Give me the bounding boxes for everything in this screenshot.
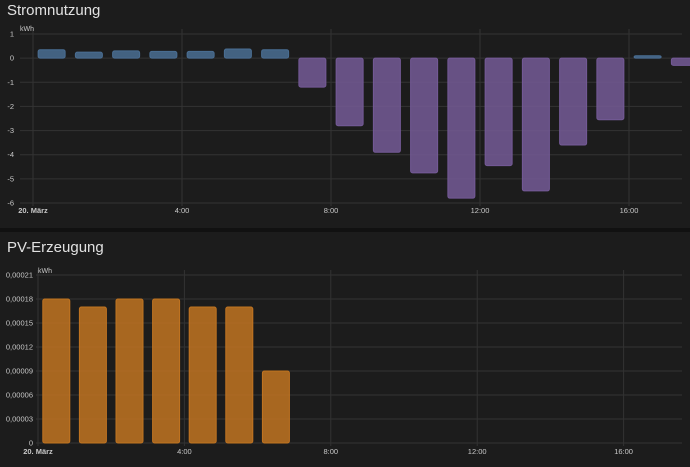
chart-bar[interactable] xyxy=(372,57,401,153)
chart-bar[interactable] xyxy=(188,306,217,444)
y-tick-label: 0 xyxy=(29,439,33,448)
chart-bar[interactable] xyxy=(74,51,103,59)
chart-bar[interactable] xyxy=(484,57,513,167)
y-axis-unit-label: kWh xyxy=(38,268,52,275)
card-separator xyxy=(0,228,690,232)
y-tick-label: -1 xyxy=(7,78,14,87)
y-tick-label: 1 xyxy=(10,30,14,39)
y-tick-label: 0,00021 xyxy=(6,271,33,280)
chart-bar[interactable] xyxy=(633,55,662,59)
x-tick-label: 20. März xyxy=(23,447,53,456)
y-tick-label: 0,00009 xyxy=(6,367,33,376)
chart-bar[interactable] xyxy=(186,50,215,59)
x-tick-label: 16:00 xyxy=(614,447,633,456)
x-tick-label: 12:00 xyxy=(471,206,490,215)
chart-bar[interactable] xyxy=(447,57,476,199)
chart-bar[interactable] xyxy=(559,57,588,146)
chart-bar[interactable] xyxy=(670,57,690,66)
x-tick-label: 8:00 xyxy=(323,447,338,456)
y-tick-label: 0,00006 xyxy=(6,391,33,400)
energy-usage-card: Stromnutzung 1 0 -1 -2 -3 -4 -5 -6 20. März 4:00 8… xyxy=(0,0,690,228)
card-title-pv-generation: PV-Erzeugung xyxy=(7,239,104,256)
y-tick-label: -5 xyxy=(7,174,14,183)
chart-bar[interactable] xyxy=(115,298,144,444)
y-tick-label: 0,00018 xyxy=(6,295,33,304)
x-tick-label: 20. März xyxy=(18,206,48,215)
chart-bar[interactable] xyxy=(152,298,181,444)
x-tick-label: 16:00 xyxy=(620,206,639,215)
y-tick-label: -6 xyxy=(7,199,14,208)
card-title-energy-usage: Stromnutzung xyxy=(7,2,101,19)
y-tick-label: -3 xyxy=(7,126,14,135)
chart-bar[interactable] xyxy=(112,50,141,59)
chart-bar[interactable] xyxy=(149,50,178,59)
chart-bar[interactable] xyxy=(261,370,290,444)
y-tick-label: 0,00015 xyxy=(6,319,33,328)
chart-bar[interactable] xyxy=(223,48,252,59)
chart-bar[interactable] xyxy=(42,298,71,444)
chart-bar[interactable] xyxy=(335,57,364,127)
y-axis-unit-label: kWh xyxy=(20,26,34,33)
y-tick-label: 0 xyxy=(10,54,14,63)
pv-generation-card: PV-Erzeugung 0,00021 0,00018 0,00015 0,0001… xyxy=(0,232,690,467)
y-tick-label: 0,00003 xyxy=(6,415,33,424)
y-tick-label: -2 xyxy=(7,102,14,111)
energy-usage-chart[interactable]: 1 0 -1 -2 -3 -4 -5 -6 20. März 4:00 8:00 12:00 16:00… xyxy=(0,0,690,228)
chart-bar[interactable] xyxy=(410,57,439,174)
chart-bar[interactable] xyxy=(261,49,290,59)
chart-bar[interactable] xyxy=(521,57,550,192)
x-tick-label: 4:00 xyxy=(175,206,190,215)
x-tick-label: 4:00 xyxy=(177,447,192,456)
chart-bar[interactable] xyxy=(225,306,254,444)
chart-bar[interactable] xyxy=(78,306,107,444)
y-tick-label: -4 xyxy=(7,150,14,159)
chart-bar[interactable] xyxy=(596,57,625,121)
y-tick-label: 0,00012 xyxy=(6,343,33,352)
chart-bar[interactable] xyxy=(298,57,327,88)
chart-bar[interactable] xyxy=(37,49,66,59)
x-tick-label: 12:00 xyxy=(468,447,487,456)
pv-generation-chart[interactable]: 0,00021 0,00018 0,00015 0,00012 0,00009 0,000… xyxy=(0,232,690,467)
x-tick-label: 8:00 xyxy=(324,206,339,215)
